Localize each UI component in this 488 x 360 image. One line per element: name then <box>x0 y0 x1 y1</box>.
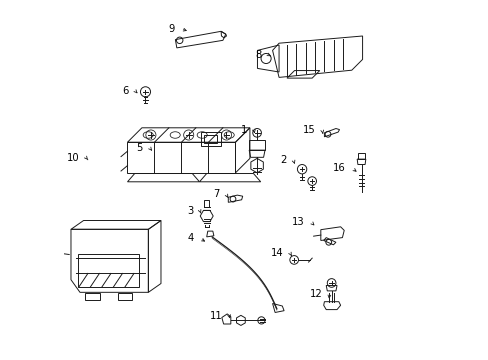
Text: 9: 9 <box>167 24 174 34</box>
Bar <box>204 200 209 207</box>
Text: 13: 13 <box>292 217 305 228</box>
Text: 5: 5 <box>136 143 142 153</box>
Bar <box>249 140 264 150</box>
Bar <box>203 135 217 143</box>
Text: 14: 14 <box>270 248 283 258</box>
Text: 8: 8 <box>255 50 261 60</box>
Text: 11: 11 <box>210 311 223 321</box>
Bar <box>201 132 220 146</box>
Text: 2: 2 <box>280 155 286 165</box>
Text: 7: 7 <box>212 189 219 199</box>
Text: 15: 15 <box>303 125 315 135</box>
Text: 16: 16 <box>333 163 346 174</box>
Bar <box>78 254 139 287</box>
Bar <box>357 153 365 159</box>
Text: 6: 6 <box>122 86 128 96</box>
Text: 4: 4 <box>187 233 193 243</box>
Text: 10: 10 <box>67 153 80 163</box>
Text: 1: 1 <box>241 125 247 135</box>
Text: 12: 12 <box>309 289 322 300</box>
Text: 3: 3 <box>187 206 193 216</box>
